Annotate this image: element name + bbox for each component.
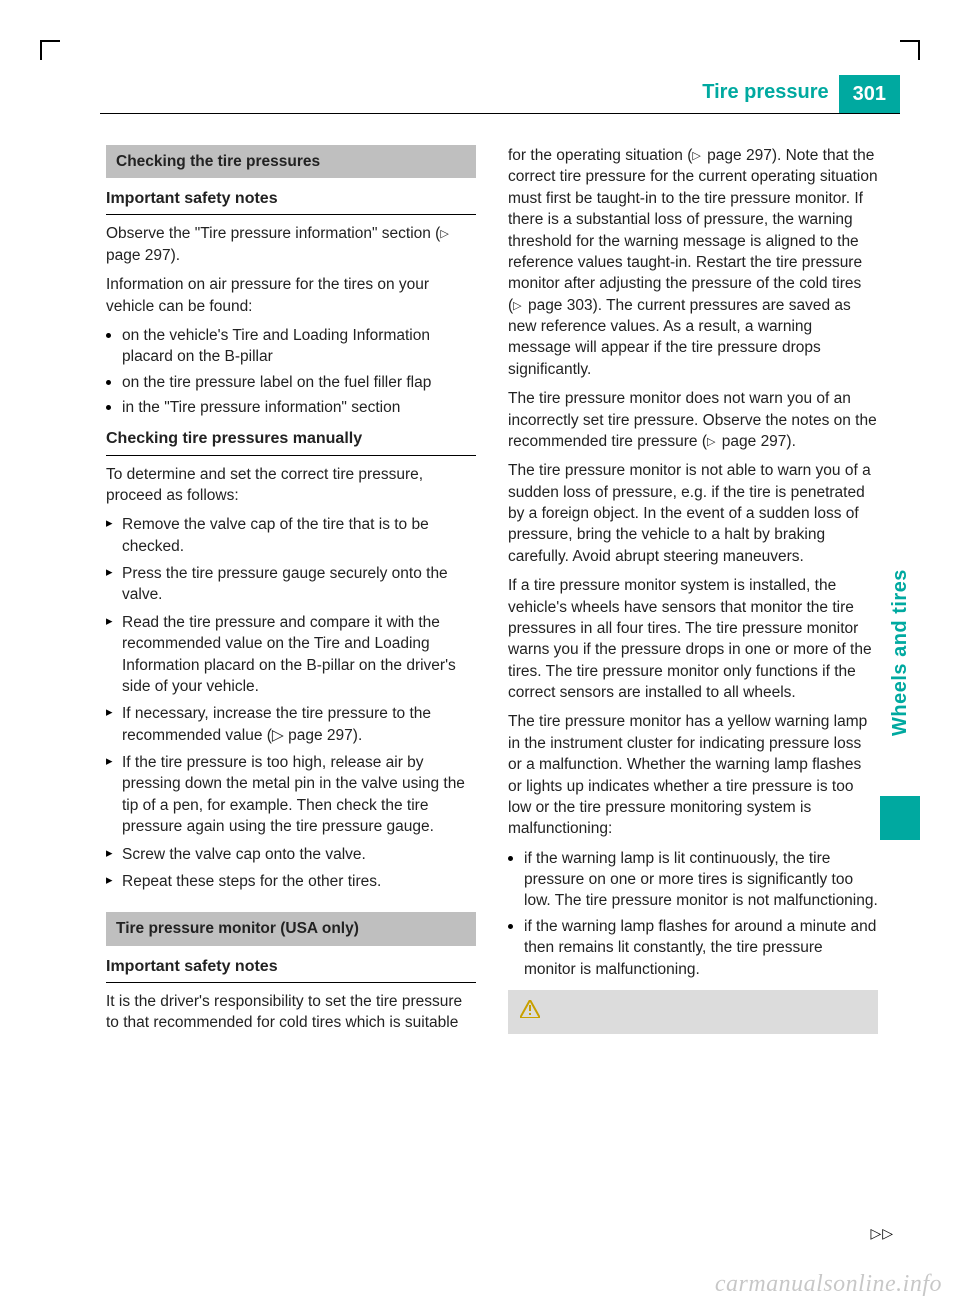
side-tab: Wheels and tires: [880, 510, 920, 840]
subheading-manual-check: Checking tire pressures manually: [106, 428, 476, 455]
xref-icon: [707, 433, 717, 450]
section-bar-checking: Checking the tire pressures: [106, 145, 476, 178]
paragraph: Observe the "Tire pressure information" …: [106, 223, 476, 266]
paragraph: To determine and set the correct tire pr…: [106, 464, 476, 507]
side-tab-marker: [880, 796, 920, 840]
bullet-list: on the vehicle's Tire and Loading Inform…: [106, 325, 476, 419]
paragraph: The tire pressure monitor is not able to…: [508, 460, 878, 567]
crop-mark: [900, 40, 920, 42]
xref-icon: [513, 297, 523, 314]
text: page 297).: [106, 247, 180, 264]
header-page-number: 301: [839, 75, 900, 113]
list-item: If necessary, increase the tire pressure…: [106, 703, 476, 746]
watermark: carmanualsonline.info: [715, 1271, 942, 1298]
xref-icon: [440, 225, 450, 242]
crop-mark: [40, 40, 42, 60]
subheading-safety-notes-1: Important safety notes: [106, 188, 476, 215]
warning-icon: [520, 1000, 540, 1018]
list-item: if the warning lamp is lit continuously,…: [508, 848, 878, 912]
warning-heading: [520, 1000, 866, 1018]
text: Observe the "Tire pressure information" …: [106, 225, 440, 242]
subheading-safety-notes-2: Important safety notes: [106, 956, 476, 983]
header-rule: [100, 113, 900, 114]
list-item: Remove the valve cap of the tire that is…: [106, 514, 476, 557]
list-item: Repeat these steps for the other tires.: [106, 871, 476, 892]
list-item: on the vehicle's Tire and Loading Inform…: [106, 325, 476, 368]
side-tab-label: Wheels and tires: [889, 510, 912, 796]
paragraph: The tire pressure monitor has a yellow w…: [508, 711, 878, 839]
text: page 303). The current pressures are sav…: [508, 297, 851, 378]
paragraph: The tire pressure monitor does not warn …: [508, 388, 878, 452]
page-frame: Tire pressure 301 Wheels and tires Check…: [40, 40, 920, 1262]
step-list: Remove the valve cap of the tire that is…: [106, 514, 476, 892]
paragraph: Information on air pressure for the tire…: [106, 274, 476, 317]
header: Tire pressure 301: [702, 75, 900, 113]
continue-marker: ▷▷: [870, 1225, 894, 1242]
text: The tire pressure monitor does not warn …: [508, 390, 877, 450]
section-bar-tpm: Tire pressure monitor (USA only): [106, 912, 476, 945]
list-item: Screw the valve cap onto the valve.: [106, 844, 476, 865]
list-item: in the "Tire pressure information" secti…: [106, 397, 476, 418]
header-title: Tire pressure: [702, 75, 838, 113]
paragraph: If a tire pressure monitor system is ins…: [508, 575, 878, 703]
text: page 297).: [717, 433, 795, 450]
crop-mark: [918, 40, 920, 60]
crop-mark: [40, 40, 60, 42]
list-item: Read the tire pressure and compare it wi…: [106, 612, 476, 698]
text: page 297). Note that the correct tire pr…: [508, 147, 878, 314]
page-content: Checking the tire pressures Important sa…: [106, 145, 878, 1214]
xref-icon: [692, 147, 702, 164]
list-item: if the warning lamp flashes for around a…: [508, 916, 878, 980]
warning-box: [508, 990, 878, 1034]
list-item: If the tire pressure is too high, releas…: [106, 752, 476, 838]
list-item: on the tire pressure label on the fuel f…: [106, 372, 476, 393]
list-item: Press the tire pressure gauge securely o…: [106, 563, 476, 606]
bullet-list: if the warning lamp is lit continuously,…: [508, 848, 878, 980]
